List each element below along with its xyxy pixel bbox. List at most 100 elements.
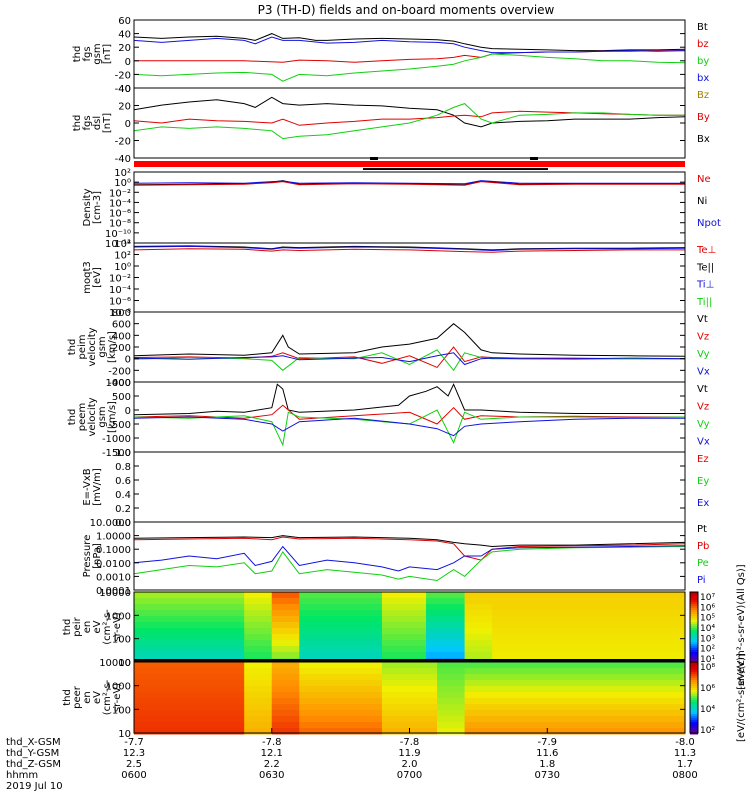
series-line-Npot	[133, 180, 685, 185]
y-tick-label: 10⁻¹⁰	[105, 229, 131, 240]
legend-Vz: Vz	[697, 332, 709, 343]
spectrogram-cell	[299, 722, 383, 729]
spectrogram-cell	[271, 610, 300, 617]
y-tick-label: -500	[108, 420, 131, 431]
colorbar-cell	[690, 718, 698, 721]
y-tick-label: -1000	[102, 434, 131, 445]
spectrogram-cell	[437, 722, 466, 729]
spectrogram-cell	[134, 634, 245, 641]
y-tick-label: 40	[118, 84, 131, 95]
panel-frame	[133, 451, 686, 523]
colorbar-cell	[690, 602, 698, 605]
colorbar-cell	[690, 698, 698, 701]
spectrogram-cell	[244, 668, 273, 675]
colorbar-cell	[690, 664, 698, 667]
panel-electron-velocity: 1000 500 0 -500 -1000 -1500 thdpeemvelocitygsm…	[67, 378, 710, 459]
colorbar-cell	[690, 648, 698, 651]
legend-Ti||: Ti||	[696, 297, 712, 308]
x-tick-label: 0600	[121, 770, 146, 781]
legend-Pt: Pt	[697, 524, 707, 535]
spectrogram-cell	[271, 692, 300, 699]
y-tick-label: 1000	[106, 378, 131, 389]
spectrogram-cell	[464, 652, 493, 659]
spectrogram-cell	[464, 622, 493, 629]
spectrogram-cell	[426, 598, 466, 605]
legend-Vx: Vx	[697, 367, 710, 378]
x-tick-label: -7.7	[124, 737, 144, 748]
spectrogram-cell	[492, 646, 686, 653]
y-tick-label: 800	[112, 308, 131, 319]
spectrogram-cell	[271, 680, 300, 687]
colorbar-cell	[690, 716, 698, 719]
spectrogram-cell	[464, 704, 686, 711]
spectrogram-cell	[464, 686, 686, 693]
spectrogram-cell	[381, 604, 427, 611]
spectrogram-cell	[271, 616, 300, 623]
colorbar-cell	[690, 704, 698, 707]
spectrogram-cell	[492, 634, 686, 641]
y-axis-label-line: fgs	[82, 46, 93, 61]
spectrogram-cell	[381, 722, 438, 729]
panel-frame	[133, 242, 686, 313]
colorbar-cell	[690, 706, 698, 709]
x-tick-label: 0800	[672, 770, 697, 781]
legend-Ne: Ne	[697, 174, 711, 185]
spectrogram-cell	[271, 652, 300, 659]
colorbar-cell	[690, 596, 698, 599]
y-tick-label: 40	[118, 30, 131, 41]
spectrogram-cell	[464, 610, 493, 617]
colorbar-tick-label: 10¹	[700, 655, 715, 665]
y-axis-label-line: moqt3	[82, 261, 93, 294]
x-tick-label: 11.6	[536, 748, 558, 759]
spectrogram-cell	[464, 634, 493, 641]
legend-Ey: Ey	[697, 476, 709, 487]
spectrogram-cell	[437, 686, 466, 693]
y-axis-label-line: thd	[62, 619, 73, 636]
legend-Pi: Pi	[697, 575, 706, 586]
colorbar-label: [eV/(cm²-s-sr-eV)(All Qs)]	[736, 564, 747, 689]
y-axis-label-line: velocity	[87, 397, 98, 436]
y-axis-label-line: [nT]	[102, 113, 113, 133]
spectrogram-cell	[244, 716, 273, 723]
y-axis-label-line: [km/s]	[107, 331, 118, 363]
y-tick-label: 400	[112, 331, 131, 342]
y-axis-label-line: E=-VxB	[82, 468, 93, 505]
spectrogram-cell	[464, 680, 686, 687]
colorbar-tick-label: 10⁶	[700, 603, 715, 613]
panel-fgs-gsm: 60 40 20 0 -20 -40 thdfgsgsm[nT] Bt bz by bx	[72, 16, 709, 95]
spectrogram-cell	[464, 628, 493, 635]
y-tick-label: 500	[112, 392, 131, 403]
y-axis-label: Density[cm-3]	[82, 188, 103, 226]
spectrogram-cell	[299, 686, 383, 693]
spectrogram-cell	[244, 616, 273, 623]
series-line-Vt	[133, 383, 685, 416]
series-line-Ne	[133, 181, 685, 186]
y-tick-label: 1.0000	[96, 532, 131, 543]
spectrogram-cell	[492, 598, 686, 605]
colorbar-cell	[690, 694, 698, 697]
spectrogram-cell	[271, 728, 300, 735]
panel-frame	[133, 19, 686, 89]
y-tick-label: 0	[125, 57, 131, 68]
legend-Pb: Pb	[697, 541, 709, 552]
y-tick-label: 0.4	[115, 490, 131, 501]
spectrogram-cell	[134, 704, 245, 711]
y-tick-label: 0.0010	[96, 572, 131, 583]
colorbar-cell	[690, 680, 698, 683]
y-axis-label-line: thd	[67, 339, 78, 356]
y-tick-label: 10	[118, 729, 131, 740]
y-axis-label-line: peem	[77, 403, 88, 431]
spectrogram-cell	[134, 652, 245, 659]
x-tick-label: 2.0	[402, 759, 418, 770]
spectrogram-cell	[381, 598, 427, 605]
series-line-Vt	[133, 323, 686, 357]
spectrogram-cell	[271, 646, 300, 653]
spectrogram-cell	[244, 698, 273, 705]
x-tick-label: 11.3	[674, 748, 696, 759]
x-tick-label: -7.9	[537, 737, 557, 748]
spectrogram-cell	[299, 728, 383, 735]
colorbar-tick-label: 10⁵	[700, 614, 715, 624]
legend-Vz: Vz	[697, 402, 709, 413]
colorbar-cell	[690, 616, 698, 619]
spectrogram-cell	[426, 610, 466, 617]
